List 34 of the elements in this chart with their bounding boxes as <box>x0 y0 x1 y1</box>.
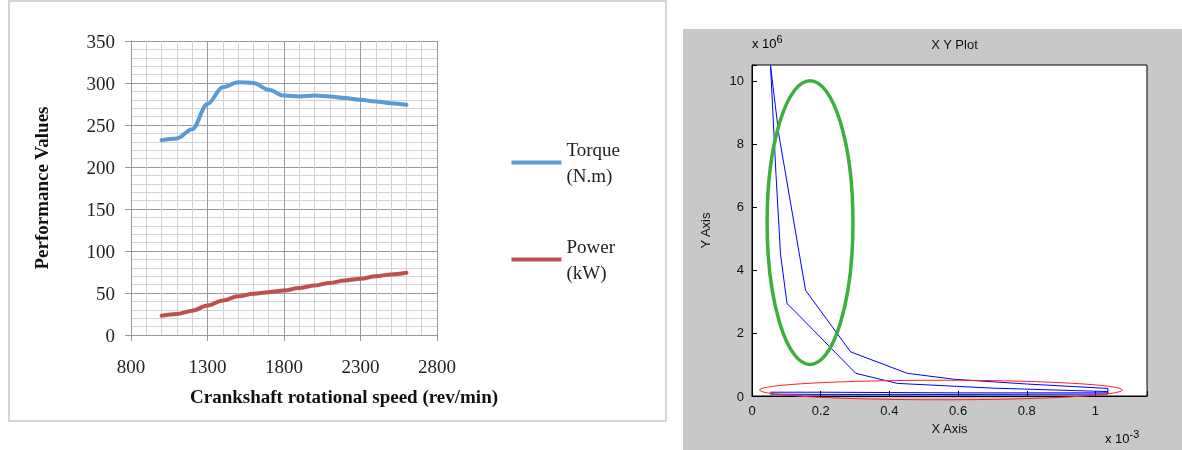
y-tick-label: 4 <box>736 262 744 278</box>
x-tick-label: 1800 <box>265 356 303 377</box>
y-tick-label: 150 <box>86 198 115 220</box>
x-tick-label: 2300 <box>341 356 380 377</box>
text: x 10$^{-3}$ <box>1105 428 1140 447</box>
y-tick-label: 300 <box>86 72 115 94</box>
x-axis-title: Crankshaft rotational speed (rev/min) <box>189 386 499 408</box>
x-tick-label: 1300 <box>188 356 227 377</box>
y-tick-label: 8 <box>736 136 744 152</box>
text: x 10$^{6}$ <box>752 33 783 52</box>
y-tick-label: 250 <box>86 114 115 136</box>
x-tick-label: 0.8 <box>1017 403 1036 418</box>
x-tick-label: 0 <box>748 403 756 418</box>
x-axis-title: X Axis <box>931 420 969 436</box>
x-tick-label: 1 <box>1091 403 1100 418</box>
y-tick-label: 100 <box>86 240 115 262</box>
x-tick-label: 0.4 <box>880 403 899 418</box>
legend-label: Torque (N.m) <box>566 139 621 187</box>
y-tick-label: 10 <box>729 73 744 89</box>
x-tick-label: 0.2 <box>811 403 830 418</box>
y-axis-title: Performance Values <box>31 106 52 270</box>
y-axis-title: Y Axis <box>698 212 713 249</box>
y-tick-label: 0 <box>105 324 115 346</box>
x-tick-label: 2800 <box>418 356 456 377</box>
y-tick-label: 350 <box>86 30 115 52</box>
y-tick-label: 0 <box>736 388 744 404</box>
y-tick-label: 2 <box>736 325 744 341</box>
x-tick-label: 0.6 <box>949 403 968 418</box>
y-tick-label: 6 <box>736 199 744 215</box>
y-tick-label: 200 <box>86 156 115 178</box>
chart-title: X Y Plot <box>931 37 979 52</box>
y-tick-label: 50 <box>96 282 115 304</box>
legend-label: Power (kW) <box>566 236 616 284</box>
x-tick-label: 800 <box>116 356 146 377</box>
